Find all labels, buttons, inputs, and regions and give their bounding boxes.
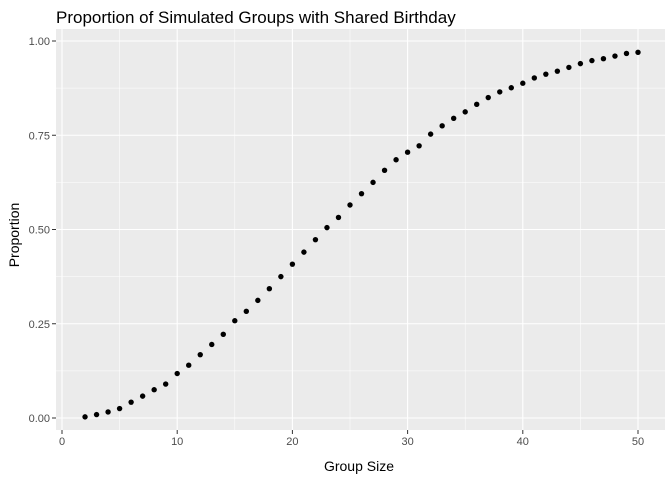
y-tick-label: 0.25 bbox=[29, 319, 50, 331]
data-point bbox=[370, 179, 376, 186]
data-point bbox=[474, 101, 480, 108]
x-tick-label: 10 bbox=[171, 436, 183, 448]
data-point bbox=[485, 94, 491, 101]
data-point bbox=[335, 214, 342, 221]
y-tick-label: 1.00 bbox=[29, 36, 50, 48]
data-point bbox=[393, 157, 399, 163]
data-point bbox=[347, 202, 353, 208]
data-point bbox=[566, 64, 572, 71]
data-point bbox=[209, 341, 215, 348]
data-point bbox=[255, 297, 261, 304]
data-point bbox=[220, 331, 226, 338]
data-point bbox=[358, 190, 365, 197]
data-point bbox=[186, 362, 192, 368]
data-point bbox=[289, 261, 296, 267]
y-tick-label: 0.75 bbox=[29, 130, 50, 142]
data-point bbox=[381, 167, 388, 174]
data-point bbox=[589, 57, 595, 64]
data-point bbox=[116, 405, 123, 412]
data-point bbox=[543, 71, 549, 77]
data-point bbox=[324, 224, 330, 231]
x-tick-label: 40 bbox=[517, 436, 529, 448]
x-tick-label: 0 bbox=[59, 436, 65, 448]
data-point bbox=[531, 75, 538, 81]
data-point bbox=[577, 60, 584, 67]
data-point bbox=[197, 351, 203, 358]
data-point bbox=[427, 131, 434, 137]
x-tick-label: 30 bbox=[401, 436, 413, 448]
data-point bbox=[312, 236, 319, 243]
data-point bbox=[151, 387, 157, 393]
data-point bbox=[139, 393, 146, 399]
data-point bbox=[93, 411, 100, 418]
data-point bbox=[162, 381, 169, 387]
data-point bbox=[266, 285, 273, 292]
data-point bbox=[105, 409, 111, 415]
data-point bbox=[462, 109, 468, 115]
data-point bbox=[497, 89, 503, 95]
data-point bbox=[128, 399, 134, 405]
y-tick-label: 0.00 bbox=[29, 413, 50, 425]
x-axis-title: Group Size bbox=[324, 458, 394, 474]
x-tick-label: 20 bbox=[286, 436, 298, 448]
data-point bbox=[232, 318, 238, 324]
y-tick-label: 0.50 bbox=[29, 225, 50, 237]
data-point bbox=[82, 414, 88, 420]
data-point bbox=[600, 56, 607, 62]
data-point bbox=[508, 85, 514, 91]
data-point bbox=[301, 249, 307, 255]
data-point bbox=[520, 80, 526, 86]
data-point bbox=[404, 149, 411, 155]
y-axis-title: Proportion bbox=[6, 203, 22, 268]
data-point bbox=[554, 68, 561, 74]
data-point bbox=[612, 53, 618, 59]
data-points bbox=[82, 49, 641, 420]
chart-title: Proportion of Simulated Groups with Shar… bbox=[56, 8, 456, 27]
data-point bbox=[635, 49, 641, 56]
data-point bbox=[450, 115, 457, 121]
x-tick-label: 50 bbox=[632, 436, 644, 448]
data-point bbox=[243, 308, 250, 315]
data-point bbox=[278, 273, 284, 280]
data-point bbox=[439, 123, 445, 129]
data-point bbox=[416, 143, 422, 149]
x-axis: 0 10 20 30 40 50 bbox=[59, 430, 644, 448]
y-axis: 0.00 0.25 0.50 0.75 1.00 bbox=[29, 36, 56, 425]
data-point bbox=[174, 370, 180, 377]
major-gridlines bbox=[56, 29, 665, 430]
data-point bbox=[623, 50, 630, 57]
